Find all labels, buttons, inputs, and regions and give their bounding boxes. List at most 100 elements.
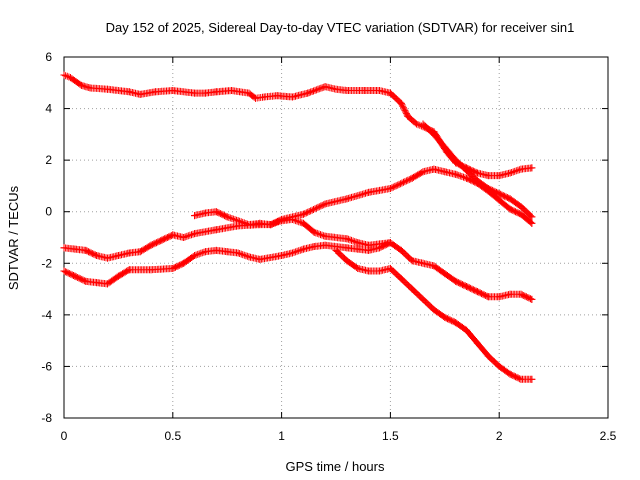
data-point bbox=[365, 267, 373, 275]
data-point bbox=[506, 290, 514, 298]
data-point bbox=[260, 93, 268, 101]
x-tick-label: 2.5 bbox=[600, 429, 617, 443]
y-tick-label: 2 bbox=[45, 153, 52, 167]
data-point bbox=[60, 267, 68, 275]
data-point bbox=[404, 112, 412, 120]
data-point bbox=[136, 90, 144, 98]
data-point bbox=[86, 84, 94, 92]
data-point bbox=[321, 241, 329, 249]
data-point bbox=[473, 339, 481, 347]
data-point bbox=[71, 245, 79, 253]
data-point bbox=[212, 226, 220, 234]
data-point bbox=[408, 257, 416, 265]
data-point bbox=[419, 295, 427, 303]
y-tick-label: -4 bbox=[41, 308, 52, 322]
x-tick-label: 1 bbox=[278, 429, 285, 443]
data-point bbox=[245, 89, 253, 97]
data-point bbox=[169, 231, 177, 239]
data-point bbox=[419, 259, 427, 267]
data-point bbox=[386, 89, 394, 97]
data-point bbox=[288, 249, 296, 257]
data-point bbox=[104, 254, 112, 262]
data-point bbox=[201, 209, 209, 217]
data-point bbox=[419, 168, 427, 176]
data-point bbox=[310, 228, 318, 236]
data-point bbox=[299, 219, 307, 227]
data-point bbox=[299, 210, 307, 218]
y-tick-label: -8 bbox=[41, 411, 52, 425]
data-point bbox=[67, 74, 75, 82]
data-point bbox=[413, 120, 421, 128]
data-point bbox=[245, 253, 253, 261]
data-point bbox=[517, 290, 525, 298]
data-point bbox=[169, 264, 177, 272]
data-point bbox=[441, 143, 449, 151]
data-point bbox=[441, 168, 449, 176]
data-point bbox=[321, 83, 329, 91]
data-point bbox=[386, 239, 394, 247]
data-point bbox=[517, 203, 525, 211]
data-point bbox=[288, 215, 296, 223]
data-point bbox=[310, 243, 318, 251]
data-point bbox=[332, 234, 340, 241]
data-point bbox=[212, 208, 220, 216]
data-point bbox=[104, 85, 112, 93]
data-point bbox=[376, 87, 384, 95]
data-point bbox=[419, 120, 427, 128]
data-series bbox=[60, 71, 536, 383]
data-point bbox=[278, 252, 286, 260]
data-point bbox=[223, 213, 231, 221]
data-point bbox=[278, 217, 286, 225]
data-point bbox=[332, 85, 340, 93]
data-point bbox=[158, 236, 166, 244]
data-point bbox=[506, 169, 514, 177]
data-point bbox=[114, 272, 122, 280]
data-point bbox=[360, 87, 368, 95]
data-point bbox=[343, 257, 351, 265]
data-point bbox=[463, 166, 471, 174]
data-point bbox=[147, 241, 155, 249]
data-point bbox=[332, 246, 340, 254]
data-point bbox=[386, 264, 394, 272]
data-point bbox=[191, 89, 199, 97]
data-point bbox=[212, 88, 220, 96]
data-point bbox=[354, 264, 362, 272]
data-point bbox=[473, 288, 481, 296]
data-point bbox=[228, 87, 236, 95]
y-tick-label: 0 bbox=[45, 205, 52, 219]
data-point bbox=[484, 352, 492, 360]
data-point bbox=[528, 295, 536, 303]
data-point bbox=[343, 235, 351, 243]
data-point bbox=[201, 89, 209, 97]
chart-title: Day 152 of 2025, Sidereal Day-to-day VTE… bbox=[106, 20, 575, 35]
data-point bbox=[452, 277, 460, 285]
data-point bbox=[256, 219, 264, 227]
y-tick-label: -6 bbox=[41, 359, 52, 373]
data-point bbox=[93, 252, 101, 260]
data-point bbox=[125, 249, 133, 257]
data-point bbox=[430, 165, 438, 173]
data-point bbox=[125, 88, 133, 96]
data-point bbox=[180, 234, 188, 241]
data-point bbox=[223, 248, 231, 256]
data-point bbox=[354, 245, 362, 253]
data-point bbox=[354, 239, 362, 247]
data-point bbox=[321, 200, 329, 208]
data-point bbox=[397, 246, 405, 254]
data-point bbox=[484, 293, 492, 301]
data-point bbox=[245, 221, 253, 229]
data-point bbox=[430, 262, 438, 270]
data-point bbox=[212, 246, 220, 254]
x-tick-label: 0 bbox=[61, 429, 68, 443]
data-point bbox=[463, 282, 471, 290]
data-point bbox=[321, 232, 329, 240]
data-point bbox=[191, 212, 199, 220]
data-point bbox=[495, 362, 503, 370]
axes bbox=[63, 56, 609, 419]
data-point bbox=[299, 245, 307, 253]
series-markers bbox=[60, 165, 536, 262]
y-tick-label: 4 bbox=[45, 102, 52, 116]
data-point bbox=[517, 210, 525, 218]
data-point bbox=[452, 319, 460, 327]
data-point bbox=[376, 244, 384, 252]
